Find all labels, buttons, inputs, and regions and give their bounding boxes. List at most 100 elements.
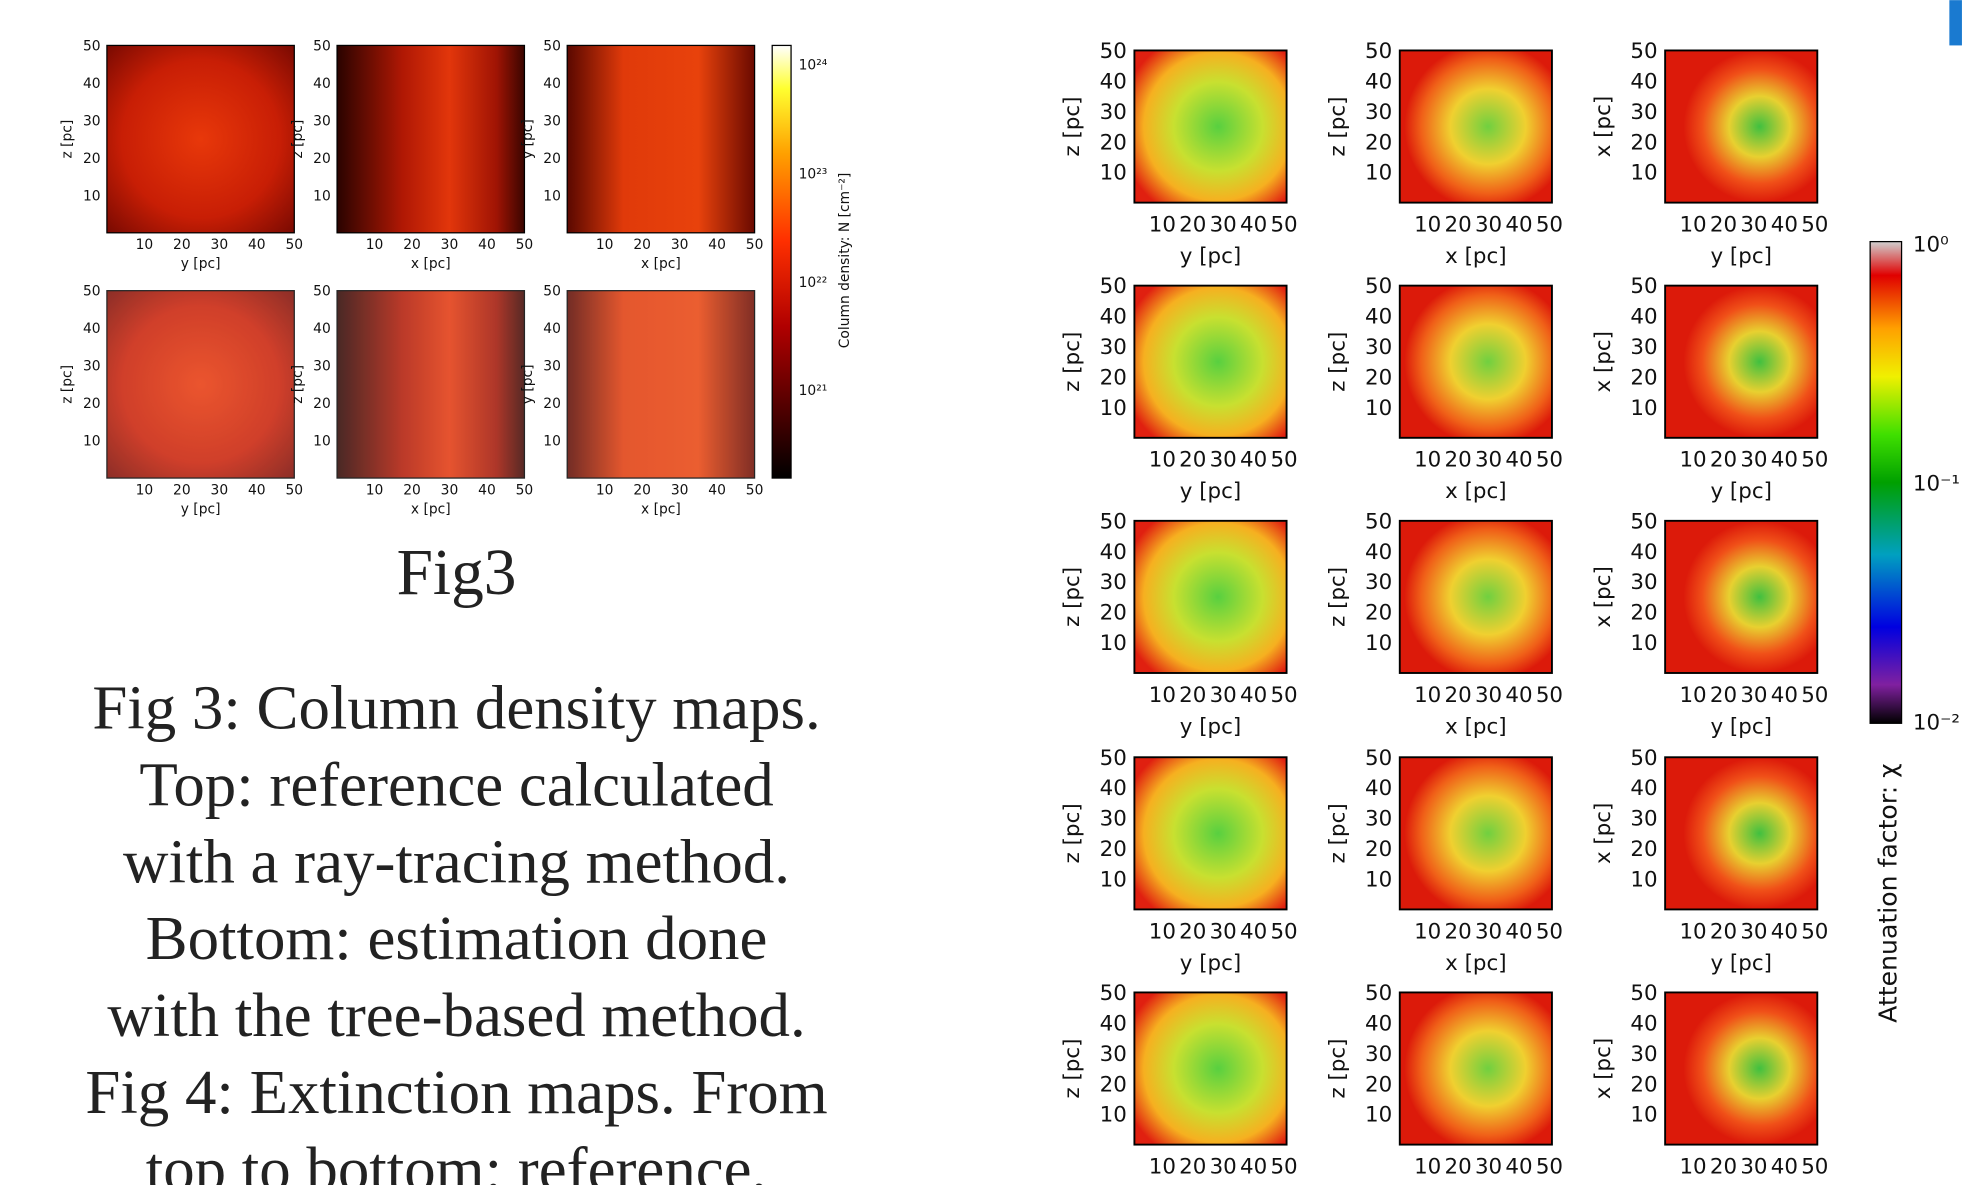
x-tick-label: 10 xyxy=(1149,683,1176,708)
x-tick-label: 40 xyxy=(248,482,266,498)
x-tick-label: 40 xyxy=(1505,919,1532,944)
y-axis-label: z [pc] xyxy=(1060,332,1085,392)
x-tick-label: 30 xyxy=(671,482,689,498)
attenuation-map xyxy=(1665,50,1817,202)
attenuation-map xyxy=(1400,50,1552,202)
y-tick-label: 20 xyxy=(83,151,101,167)
y-tick-label: 10 xyxy=(1630,631,1657,656)
attenuation-map xyxy=(1400,992,1552,1144)
x-axis-label: x [pc] xyxy=(1445,479,1506,504)
caption-line: Top: reference calculated xyxy=(139,749,773,819)
y-tick-label: 10 xyxy=(1100,396,1127,421)
x-tick-label: 10 xyxy=(1149,919,1176,944)
colorbar xyxy=(772,45,791,478)
y-tick-label: 20 xyxy=(1100,1072,1127,1097)
x-tick-label: 10 xyxy=(1414,213,1441,238)
x-tick-label: 50 xyxy=(285,482,303,498)
x-tick-label: 40 xyxy=(708,237,726,253)
y-tick-label: 30 xyxy=(1365,100,1392,125)
y-axis-label: y [pc] xyxy=(520,119,536,159)
y-axis-label: x [pc] xyxy=(1591,96,1616,157)
y-tick-label: 40 xyxy=(1365,305,1392,330)
x-axis-label: y [pc] xyxy=(1710,714,1771,739)
attenuation-map xyxy=(1665,286,1817,438)
y-tick-label: 30 xyxy=(1365,335,1392,360)
scrollbar[interactable] xyxy=(1949,0,1962,45)
x-tick-label: 30 xyxy=(1210,448,1237,473)
x-axis-label: y [pc] xyxy=(181,501,221,517)
y-axis-label: x [pc] xyxy=(1591,803,1616,864)
x-tick-label: 50 xyxy=(1270,919,1297,944)
x-tick-label: 50 xyxy=(746,237,764,253)
attenuation-map xyxy=(1134,757,1286,909)
y-axis-label: z [pc] xyxy=(1060,803,1085,863)
attenuation-map xyxy=(1665,757,1817,909)
x-tick-label: 20 xyxy=(173,237,191,253)
x-tick-label: 10 xyxy=(1149,213,1176,238)
x-tick-label: 10 xyxy=(596,237,614,253)
x-tick-label: 10 xyxy=(596,482,614,498)
y-tick-label: 10 xyxy=(1630,1103,1657,1128)
x-axis-label: x [pc] xyxy=(1445,244,1506,269)
y-axis-label: z [pc] xyxy=(1325,1039,1350,1099)
y-tick-label: 10 xyxy=(313,188,331,204)
y-axis-label: z [pc] xyxy=(1060,1039,1085,1099)
y-tick-label: 50 xyxy=(313,284,331,300)
x-tick-label: 50 xyxy=(516,482,534,498)
x-tick-label: 20 xyxy=(403,237,421,253)
x-tick-label: 50 xyxy=(1536,683,1563,708)
x-axis-label: y [pc] xyxy=(1180,479,1241,504)
x-tick-label: 40 xyxy=(1505,448,1532,473)
y-tick-label: 10 xyxy=(1365,396,1392,421)
y-tick-label: 50 xyxy=(1100,746,1127,771)
x-tick-label: 20 xyxy=(1179,683,1206,708)
y-tick-label: 30 xyxy=(1630,570,1657,595)
heatmap xyxy=(567,291,754,478)
y-tick-label: 30 xyxy=(1100,570,1127,595)
x-tick-label: 50 xyxy=(1801,919,1828,944)
x-tick-label: 50 xyxy=(1536,448,1563,473)
colorbar-tick-label: 10²¹ xyxy=(799,383,828,399)
x-tick-label: 50 xyxy=(1270,213,1297,238)
y-tick-label: 40 xyxy=(1100,305,1127,330)
y-tick-label: 30 xyxy=(83,359,101,375)
x-tick-label: 50 xyxy=(285,237,303,253)
x-tick-label: 50 xyxy=(1536,919,1563,944)
y-tick-label: 50 xyxy=(1630,39,1657,64)
x-tick-label: 30 xyxy=(1475,213,1502,238)
colorbar-tick-label: 10²⁴ xyxy=(799,57,828,73)
y-tick-label: 20 xyxy=(1100,365,1127,390)
y-tick-label: 20 xyxy=(1365,130,1392,155)
y-tick-label: 40 xyxy=(1365,1011,1392,1036)
attenuation-map xyxy=(1400,521,1552,673)
y-tick-label: 20 xyxy=(313,151,331,167)
y-axis-label: x [pc] xyxy=(1591,331,1616,392)
y-tick-label: 10 xyxy=(83,188,101,204)
x-tick-label: 40 xyxy=(1771,683,1798,708)
y-tick-label: 40 xyxy=(1365,69,1392,94)
x-tick-label: 10 xyxy=(136,482,154,498)
x-tick-label: 50 xyxy=(746,482,764,498)
caption-line: top to bottom: reference, xyxy=(146,1134,768,1185)
x-tick-label: 50 xyxy=(1801,213,1828,238)
x-axis-label: x [pc] xyxy=(641,256,681,272)
x-tick-label: 20 xyxy=(1445,213,1472,238)
y-tick-label: 50 xyxy=(1365,746,1392,771)
y-tick-label: 50 xyxy=(1365,39,1392,64)
y-tick-label: 20 xyxy=(1365,1072,1392,1097)
colorbar-tick-label: 10⁻² xyxy=(1913,711,1960,736)
y-tick-label: 10 xyxy=(1630,161,1657,186)
x-tick-label: 30 xyxy=(1210,1155,1237,1180)
heatmap xyxy=(337,291,524,478)
x-axis-label: y [pc] xyxy=(1180,244,1241,269)
y-tick-label: 40 xyxy=(1365,776,1392,801)
y-tick-label: 50 xyxy=(83,38,101,54)
x-tick-label: 10 xyxy=(1149,448,1176,473)
y-tick-label: 40 xyxy=(1365,540,1392,565)
x-tick-label: 30 xyxy=(1740,213,1767,238)
x-axis-label: y [pc] xyxy=(1180,951,1241,976)
y-tick-label: 20 xyxy=(1630,130,1657,155)
y-axis-label: z [pc] xyxy=(1060,97,1085,157)
attenuation-map xyxy=(1400,286,1552,438)
y-tick-label: 40 xyxy=(1100,69,1127,94)
